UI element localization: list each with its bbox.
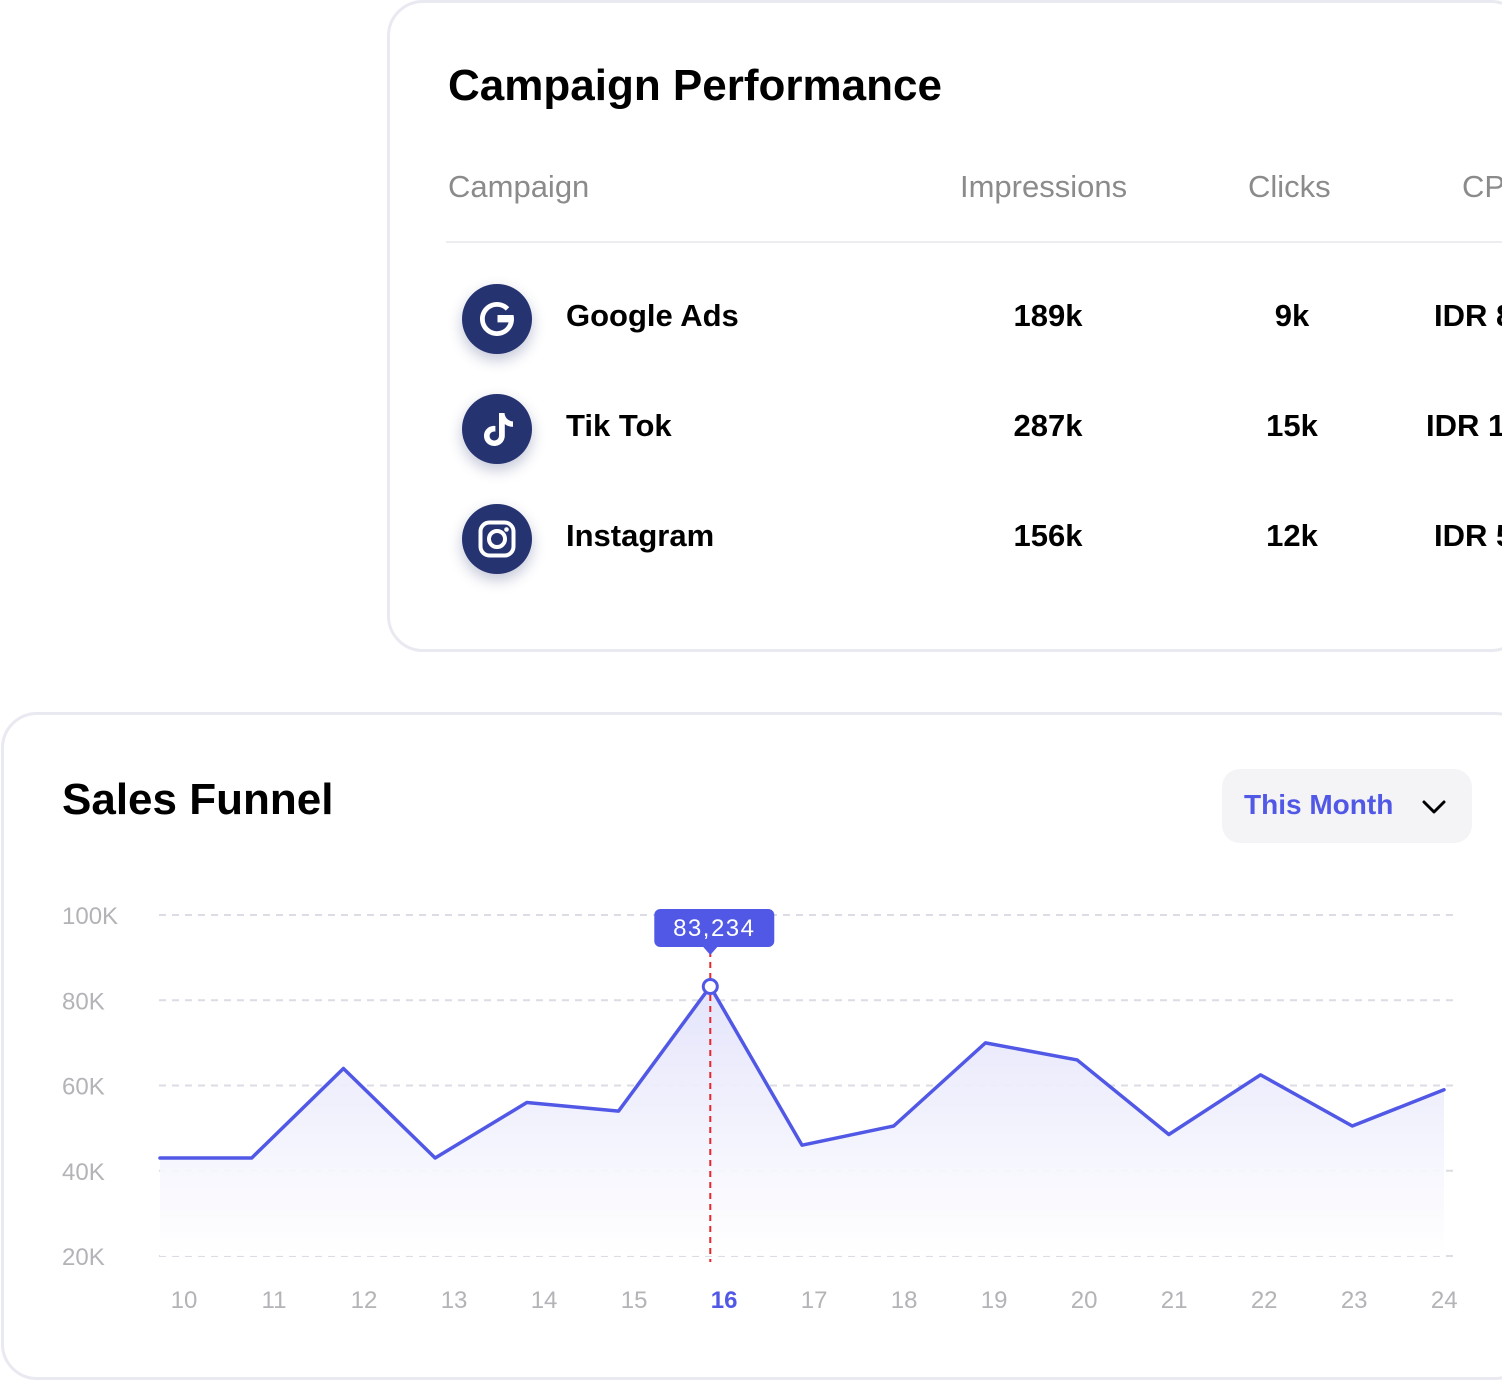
x-tick-label: 14 (531, 1287, 558, 1314)
campaign-name: Instagram (566, 518, 715, 553)
instagram-icon (462, 504, 532, 574)
clicks-value: 9k (1274, 298, 1310, 333)
sales-funnel-chart: 100K 80K 60K 40K 20K 83,234 10 11 12 13 14 15 16 17 18… (62, 903, 1458, 1314)
sales-funnel-title: Sales Funnel (62, 775, 334, 824)
sales-funnel-card: Sales Funnel This Month 100K 80K 60K 40K 20K… (1, 712, 1502, 1380)
column-header-clicks[interactable]: Clicks (1248, 169, 1331, 204)
cpc-value: IDR 1 (1426, 408, 1502, 443)
cpc-value: IDR 5 (1434, 518, 1502, 553)
clicks-value: 15k (1266, 408, 1318, 443)
column-header-cpc[interactable]: CP (1462, 169, 1502, 204)
tooltip-value: 83,234 (673, 915, 755, 942)
chevron-down-icon (1422, 800, 1446, 814)
x-tick-label: 22 (1251, 1287, 1278, 1314)
google-icon (462, 284, 532, 354)
x-tick-label: 21 (1161, 1287, 1188, 1314)
y-tick-label: 20K (62, 1244, 105, 1271)
x-tick-label: 15 (621, 1287, 648, 1314)
cpc-value: IDR 8 (1434, 298, 1502, 333)
x-tick-label: 12 (351, 1287, 378, 1314)
area-fill (160, 986, 1444, 1256)
x-tick-label: 18 (891, 1287, 918, 1314)
tooltip-box (654, 909, 775, 947)
x-tick-label-active: 16 (711, 1287, 738, 1314)
y-tick-label: 40K (62, 1159, 105, 1186)
impressions-value: 189k (1013, 298, 1083, 333)
x-tick-label: 19 (981, 1287, 1008, 1314)
campaign-performance-title: Campaign Performance (448, 61, 942, 110)
x-tick-label: 23 (1341, 1287, 1368, 1314)
x-tick-label: 10 (171, 1287, 198, 1314)
x-tick-label: 11 (262, 1287, 287, 1314)
tiktok-icon (462, 394, 532, 464)
x-tick-label: 20 (1071, 1287, 1098, 1314)
table-row[interactable]: Instagram 156k 12k IDR 5 (390, 504, 1502, 584)
table-row[interactable]: Google Ads 189k 9k IDR 8 (390, 284, 1502, 364)
tooltip-pointer (703, 947, 718, 955)
campaign-name: Google Ads (566, 298, 739, 333)
series-line (158, 984, 1446, 1160)
period-dropdown[interactable]: This Month (1222, 769, 1472, 843)
clicks-value: 12k (1266, 518, 1318, 553)
highlight-point (701, 977, 719, 995)
column-header-campaign[interactable]: Campaign (448, 169, 590, 204)
period-dropdown-label: This Month (1244, 789, 1394, 820)
table-row[interactable]: Tik Tok 287k 15k IDR 1 (390, 394, 1502, 474)
column-header-impressions[interactable]: Impressions (960, 169, 1128, 204)
x-tick-label: 17 (801, 1287, 828, 1314)
table-header-divider (446, 241, 1502, 243)
x-tick-label: 13 (441, 1287, 468, 1314)
y-tick-label: 60K (62, 1074, 105, 1101)
campaign-performance-card: Campaign Performance Campaign Impression… (387, 0, 1502, 652)
campaign-name: Tik Tok (566, 408, 672, 443)
y-tick-label: 80K (62, 988, 105, 1015)
impressions-value: 287k (1013, 408, 1083, 443)
y-tick-label: 100K (62, 903, 118, 930)
x-tick-label: 24 (1431, 1287, 1458, 1314)
impressions-value: 156k (1013, 518, 1083, 553)
